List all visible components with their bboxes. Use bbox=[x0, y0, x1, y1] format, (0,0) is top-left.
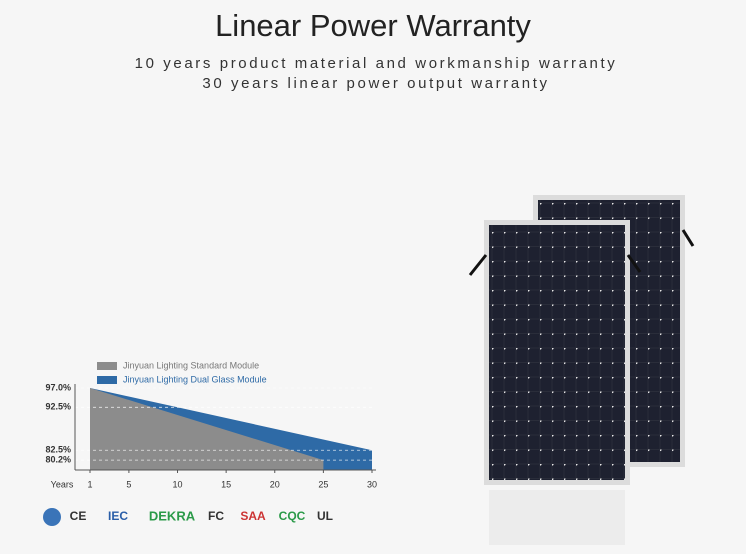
legend-label: Jinyuan Lighting Dual Glass Module bbox=[123, 374, 267, 384]
x-tick-label: 15 bbox=[221, 479, 231, 489]
legend-swatch bbox=[97, 376, 117, 384]
legend-swatch bbox=[97, 362, 117, 370]
panel-cells bbox=[489, 225, 625, 480]
certification-logo: CQC bbox=[279, 509, 306, 523]
certification-logo: DEKRA bbox=[149, 508, 196, 523]
certification-logo: CE bbox=[70, 509, 87, 523]
certification-logo: UL bbox=[317, 509, 333, 523]
x-tick-label: 25 bbox=[318, 479, 328, 489]
title: Linear Power Warranty bbox=[215, 8, 531, 43]
certification-logo: FC bbox=[208, 509, 224, 523]
solar-panels bbox=[468, 195, 695, 545]
y-tick-label: 82.5% bbox=[45, 445, 71, 455]
certification-logo: IEC bbox=[108, 509, 128, 523]
x-tick-label: 5 bbox=[126, 479, 131, 489]
x-tick-label: 10 bbox=[173, 479, 183, 489]
legend-label: Jinyuan Lighting Standard Module bbox=[123, 360, 259, 370]
x-tick-label: 1 bbox=[87, 479, 92, 489]
subtitle: 30 years linear power output warranty bbox=[202, 75, 549, 92]
y-tick-label: 92.5% bbox=[45, 402, 71, 412]
certification-logo: SAA bbox=[240, 509, 266, 523]
chart: 97.0%92.5%82.5%80.2%Years 1 5 10 15 20 25 30Jin… bbox=[45, 360, 377, 489]
x-axis-label: Years bbox=[51, 479, 74, 489]
y-tick-label: 80.2% bbox=[45, 455, 71, 465]
x-tick-label: 30 bbox=[367, 479, 377, 489]
subtitle: 10 years product material and workmanshi… bbox=[135, 55, 618, 72]
panel-cable bbox=[626, 254, 642, 273]
y-tick-label: 97.0% bbox=[45, 382, 71, 392]
x-tick-label: 20 bbox=[270, 479, 280, 489]
certification-logo bbox=[43, 508, 61, 526]
panel-cable bbox=[468, 254, 488, 276]
area bbox=[90, 388, 324, 470]
panel-cable bbox=[681, 229, 695, 247]
certifications: CE IEC DEKRA FC SAA CQC UL bbox=[43, 508, 333, 526]
panel-reflection bbox=[489, 490, 625, 545]
